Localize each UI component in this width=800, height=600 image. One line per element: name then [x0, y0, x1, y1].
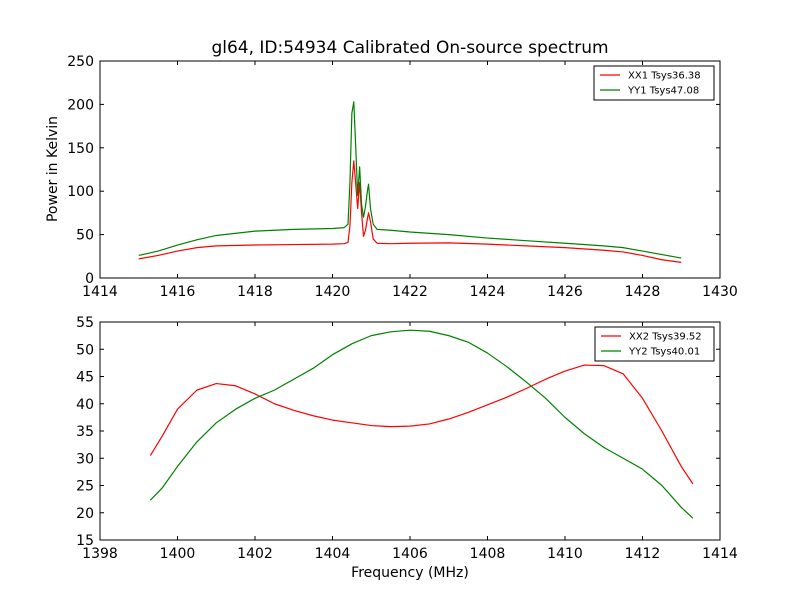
y-tick-label: 100 — [67, 184, 94, 200]
x-tick-label: 1400 — [160, 546, 196, 562]
top-chart-legend: XX1 Tsys36.38 YY1 Tsys47.08 — [593, 65, 715, 101]
legend-entry: YY1 Tsys47.08 — [627, 86, 699, 97]
y-tick-label: 150 — [67, 141, 94, 157]
top-chart: gl64, ID:54934 Calibrated On-source spec… — [45, 38, 738, 300]
y-tick-label: 50 — [76, 342, 94, 358]
y-tick-label: 15 — [76, 533, 94, 549]
legend-box — [594, 326, 715, 362]
x-tick-label: 1404 — [315, 546, 351, 562]
x-tick-label: 1402 — [237, 546, 273, 562]
top-chart-frame — [99, 60, 721, 279]
x-tick-label: 1420 — [315, 284, 351, 300]
top-chart-series — [138, 101, 682, 263]
x-tick-label: 1412 — [625, 546, 661, 562]
y-tick-label: 35 — [76, 424, 94, 440]
top-chart-title: gl64, ID:54934 Calibrated On-source spec… — [211, 38, 608, 58]
series-line-top-1 — [138, 101, 682, 259]
series-line-top-0 — [138, 160, 682, 263]
x-tick-label: 1424 — [470, 284, 506, 300]
bottom-chart: Frequency (MHz) 1398 1400 1402 1404 1406 1408… — [76, 315, 738, 581]
legend-entry: XX1 Tsys36.38 — [628, 71, 701, 82]
bottom-chart-xlabel: Frequency (MHz) — [351, 565, 469, 581]
y-tick-label: 20 — [76, 506, 94, 522]
y-tick-label: 30 — [76, 451, 94, 467]
y-tick-label: 55 — [76, 315, 94, 331]
series-line-bottom-1 — [149, 329, 694, 519]
top-chart-ylabel: Power in Kelvin — [45, 116, 61, 222]
bottom-chart-legend: XX2 Tsys39.52 YY2 Tsys40.01 — [594, 326, 715, 362]
bottom-chart-frame — [99, 321, 721, 541]
x-tick-label: 1426 — [547, 284, 583, 300]
x-tick-label: 1414 — [82, 284, 118, 300]
y-tick-label: 40 — [76, 397, 94, 413]
x-tick-label: 1422 — [392, 284, 428, 300]
legend-entry: XX2 Tsys39.52 — [629, 332, 702, 343]
x-tick-label: 1418 — [237, 284, 273, 300]
x-tick-label: 1410 — [547, 546, 583, 562]
y-tick-label: 25 — [76, 479, 94, 495]
x-tick-label: 1398 — [82, 546, 118, 562]
x-tick-label: 1428 — [625, 284, 661, 300]
legend-entry: YY2 Tsys40.01 — [628, 347, 700, 358]
x-tick-label: 1414 — [702, 546, 738, 562]
bottom-chart-ticks: 1398 1400 1402 1404 1406 1408 1410 1412 1414 15 20… — [76, 315, 738, 562]
x-tick-label: 1416 — [160, 284, 196, 300]
legend-box — [593, 65, 715, 101]
x-tick-label: 1406 — [392, 546, 428, 562]
y-tick-label: 50 — [76, 228, 94, 244]
series-line-bottom-0 — [149, 364, 694, 485]
y-tick-label: 45 — [76, 370, 94, 386]
top-chart-ticks: 1414 1416 1418 1420 1422 1424 1426 1428 1430 0 50 1… — [67, 54, 738, 300]
x-tick-label: 1408 — [470, 546, 506, 562]
x-tick-label: 1430 — [702, 284, 738, 300]
bottom-chart-series — [149, 329, 694, 519]
y-tick-label: 200 — [67, 97, 94, 113]
y-tick-label: 0 — [85, 271, 94, 287]
y-tick-label: 250 — [67, 54, 94, 70]
